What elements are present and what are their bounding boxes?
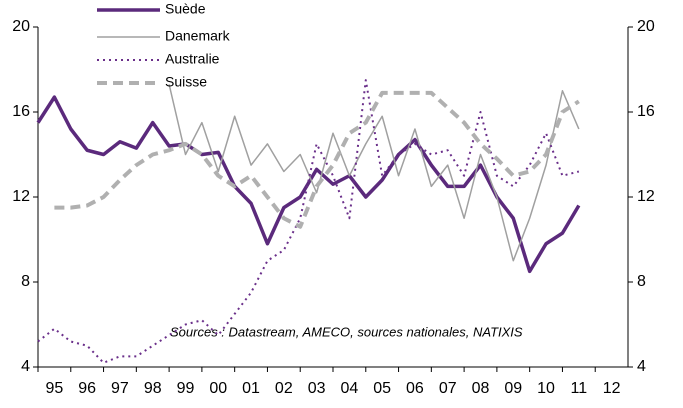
x-tick-label: 96	[78, 380, 96, 397]
x-tick-label: 02	[275, 380, 293, 397]
y-tick-label: 4	[21, 358, 30, 375]
legend-label: Danemark	[165, 28, 231, 44]
y-tick-label: 16	[12, 103, 30, 120]
x-tick-label: 09	[504, 380, 522, 397]
legend-label: Suède	[165, 1, 206, 17]
legend-label: Australie	[165, 51, 220, 67]
x-tick-label: 11	[571, 380, 588, 397]
x-tick-label: 08	[472, 380, 490, 397]
series-line	[37, 79, 580, 364]
x-tick-label: 05	[373, 380, 391, 397]
x-tick-label: 03	[308, 380, 326, 397]
x-tick-label: 07	[439, 380, 457, 397]
x-tick-label: 98	[144, 380, 162, 397]
series-line	[168, 84, 580, 262]
x-tick-label: 12	[603, 380, 621, 397]
x-tick-label: 95	[45, 380, 63, 397]
x-tick-label: 06	[406, 380, 424, 397]
y2-tick-label: 16	[637, 103, 655, 120]
y-tick-label: 12	[12, 188, 30, 205]
x-tick-label: 10	[537, 380, 555, 397]
y-tick-label: 20	[12, 18, 30, 35]
x-tick-label: 04	[340, 380, 358, 397]
legend-label: Suisse	[165, 74, 207, 90]
x-tick-label: 99	[177, 380, 195, 397]
y2-tick-label: 8	[637, 273, 646, 290]
y2-tick-label: 12	[637, 188, 655, 205]
annotation: Sources : Datastream, AMECO, sources nat…	[170, 324, 523, 339]
x-tick-label: 01	[242, 380, 260, 397]
y-tick-label: 8	[21, 273, 30, 290]
y2-tick-label: 20	[637, 18, 655, 35]
series-line	[36, 95, 581, 274]
x-tick-label: 97	[111, 380, 129, 397]
series-line	[54, 90, 580, 229]
x-tick-label: 00	[209, 380, 227, 397]
y2-tick-label: 4	[637, 358, 646, 375]
